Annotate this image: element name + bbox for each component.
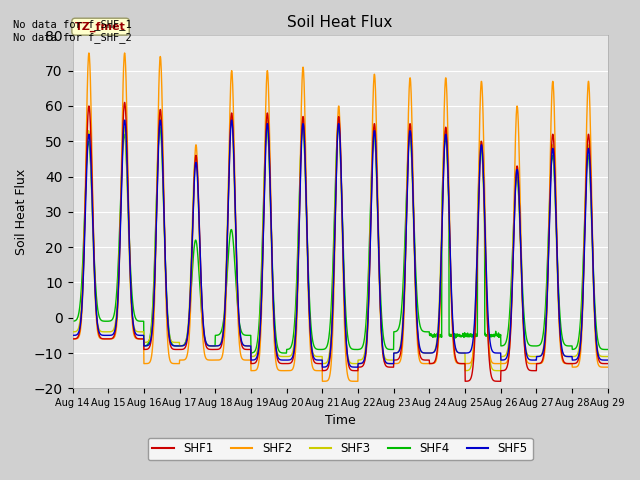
SHF3	[495, 368, 503, 373]
SHF3	[356, 357, 364, 363]
Line: SHF1: SHF1	[72, 102, 608, 381]
SHF3	[557, 341, 564, 347]
SHF2	[367, 168, 375, 174]
Text: No data for f_SHF_1
No data for f_SHF_2: No data for f_SHF_1 No data for f_SHF_2	[13, 19, 132, 43]
SHF2	[557, 349, 564, 355]
SHF5	[356, 360, 364, 366]
SHF1	[68, 336, 76, 342]
SHF1	[121, 99, 129, 105]
SHF5	[496, 350, 504, 356]
SHF3	[496, 368, 504, 373]
SHF5	[604, 357, 612, 363]
SHF2	[68, 336, 76, 342]
SHF4	[572, 345, 580, 351]
SHF2	[496, 361, 504, 367]
SHF1	[495, 378, 503, 384]
SHF3	[367, 185, 375, 191]
SHF4	[218, 327, 226, 333]
SHF3	[156, 110, 164, 116]
Line: SHF4: SHF4	[72, 127, 608, 353]
SHF4	[604, 347, 612, 352]
SHF2	[218, 354, 226, 360]
Title: Soil Heat Flux: Soil Heat Flux	[287, 15, 393, 30]
SHF1	[356, 364, 364, 370]
SHF2	[353, 378, 360, 384]
SHF4	[335, 124, 342, 130]
SHF1	[218, 340, 226, 346]
SHF2	[121, 50, 129, 56]
SHF5	[367, 193, 375, 199]
SHF4	[367, 172, 375, 178]
Line: SHF2: SHF2	[72, 53, 608, 381]
SHF2	[356, 361, 364, 367]
SHF3	[572, 353, 580, 359]
SHF5	[557, 338, 564, 344]
SHF4	[557, 324, 564, 330]
X-axis label: Time: Time	[324, 414, 355, 427]
Y-axis label: Soil Heat Flux: Soil Heat Flux	[15, 168, 28, 255]
Line: SHF5: SHF5	[72, 120, 608, 367]
SHF5	[572, 357, 580, 362]
SHF3	[218, 336, 226, 341]
SHF5	[353, 364, 360, 370]
SHF1	[496, 378, 504, 384]
SHF4	[496, 333, 504, 338]
SHF1	[367, 199, 375, 205]
SHF2	[572, 364, 580, 370]
SHF4	[281, 350, 289, 356]
SHF3	[68, 329, 76, 335]
SHF5	[218, 338, 226, 344]
SHF1	[572, 360, 580, 366]
Text: TZ_fmet: TZ_fmet	[76, 22, 126, 32]
SHF5	[228, 117, 236, 123]
Legend: SHF1, SHF2, SHF3, SHF4, SHF5: SHF1, SHF2, SHF3, SHF4, SHF5	[148, 438, 532, 460]
SHF2	[604, 364, 612, 370]
SHF4	[356, 346, 364, 352]
SHF3	[604, 354, 612, 360]
SHF4	[68, 318, 76, 324]
Line: SHF3: SHF3	[72, 113, 608, 371]
SHF1	[604, 361, 612, 367]
SHF5	[68, 333, 76, 338]
SHF1	[557, 343, 564, 349]
